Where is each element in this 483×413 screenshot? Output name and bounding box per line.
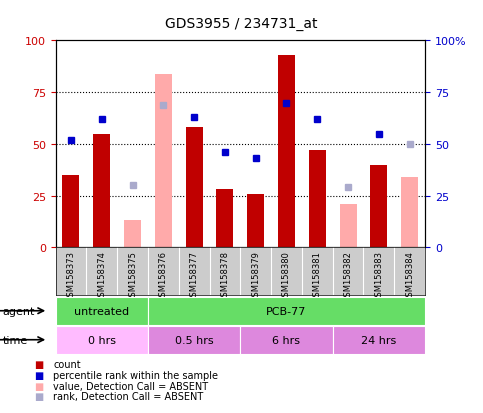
Text: GSM158379: GSM158379 [251,250,260,301]
Text: GSM158384: GSM158384 [405,250,414,301]
Bar [56,326,148,354]
Text: value, Detection Call = ABSENT: value, Detection Call = ABSENT [53,381,208,391]
Text: rank, Detection Call = ABSENT: rank, Detection Call = ABSENT [53,392,203,401]
Bar [241,326,333,354]
Text: 6 hrs: 6 hrs [272,335,300,345]
Text: GSM158377: GSM158377 [190,250,199,301]
Text: ■: ■ [34,392,43,401]
Bar [278,56,295,248]
Text: ■: ■ [34,359,43,369]
Bar [155,74,172,248]
Text: PCB-77: PCB-77 [266,306,307,316]
Text: GSM158374: GSM158374 [97,250,106,301]
Bar [216,190,233,248]
Text: 0.5 hrs: 0.5 hrs [175,335,213,345]
Text: untreated: untreated [74,306,129,316]
Text: GSM158380: GSM158380 [282,250,291,301]
Bar [401,178,418,248]
Bar [185,128,202,248]
Text: time: time [2,335,28,345]
Bar [124,221,141,248]
Text: GSM158381: GSM158381 [313,250,322,301]
Text: 24 hrs: 24 hrs [361,335,397,345]
Bar [247,194,264,248]
Bar [148,326,241,354]
Text: ■: ■ [34,370,43,380]
Bar [370,165,387,248]
Text: GSM158373: GSM158373 [67,250,75,301]
Text: percentile rank within the sample: percentile rank within the sample [53,370,218,380]
Text: GSM158382: GSM158382 [343,250,353,301]
Bar [309,151,326,248]
Bar [62,176,79,248]
Text: GSM158383: GSM158383 [374,250,384,301]
Text: GSM158376: GSM158376 [159,250,168,301]
Text: 0 hrs: 0 hrs [88,335,116,345]
Bar [148,297,425,325]
Bar [56,297,148,325]
Text: count: count [53,359,81,369]
Text: agent: agent [2,306,35,316]
Bar [333,326,425,354]
Bar [340,204,356,248]
Text: ■: ■ [34,381,43,391]
Text: GSM158375: GSM158375 [128,250,137,301]
Bar [93,134,110,248]
Text: GSM158378: GSM158378 [220,250,229,301]
Text: GDS3955 / 234731_at: GDS3955 / 234731_at [165,17,318,31]
